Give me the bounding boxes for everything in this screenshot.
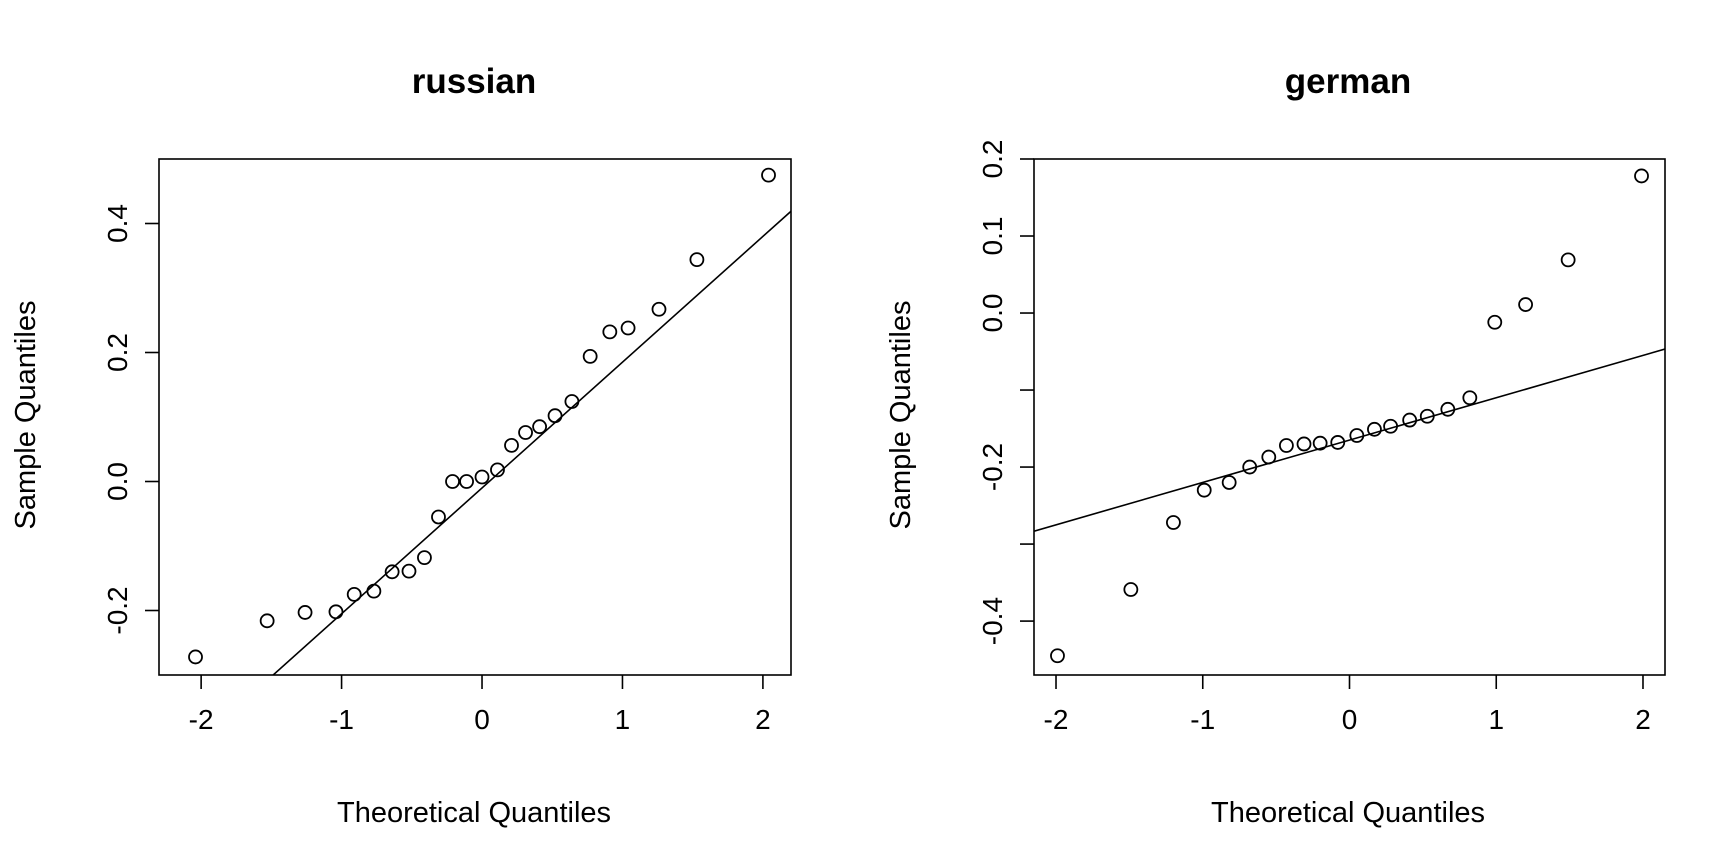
data-point (1261, 449, 1277, 465)
data-point (1312, 435, 1328, 451)
data-point (1440, 401, 1456, 417)
data-point (417, 550, 432, 566)
y-tick-label: -0.4 (977, 597, 1008, 645)
data-point (1123, 582, 1139, 597)
data-point (651, 301, 667, 317)
y-tick-label: 0.0 (977, 294, 1008, 333)
data-point (761, 167, 776, 183)
x-tick-label: -1 (329, 704, 354, 735)
data-point (445, 474, 460, 489)
y-tick-label: -0.2 (977, 443, 1008, 491)
data-point (1419, 408, 1435, 424)
qq-reference-line (1034, 348, 1665, 532)
x-tick-label: 0 (474, 704, 490, 735)
data-point (1349, 428, 1365, 443)
data-point (620, 320, 636, 336)
data-point (474, 469, 490, 485)
data-point (297, 605, 313, 620)
data-point (259, 613, 275, 629)
plot-frame (1033, 158, 1666, 676)
data-point (1560, 252, 1576, 268)
data-point (1166, 515, 1181, 530)
data-point (1518, 297, 1533, 312)
x-tick-label: -1 (1190, 704, 1215, 735)
data-point (366, 583, 382, 599)
qq-reference-line (271, 210, 791, 675)
data-point (547, 408, 563, 424)
data-point (1242, 459, 1258, 475)
x-tick-label: 2 (1635, 704, 1651, 735)
data-point (346, 586, 362, 602)
y-tick-label: 0.4 (102, 204, 133, 243)
data-point (1383, 418, 1398, 434)
data-point (1196, 482, 1212, 498)
x-tick-label: 1 (615, 704, 631, 735)
chart-title: russian (412, 62, 537, 101)
data-point (1462, 390, 1478, 406)
data-point (384, 564, 400, 580)
y-tick-label: 0.2 (977, 140, 1008, 179)
data-point (401, 563, 417, 579)
data-point (1634, 168, 1649, 184)
y-tick-label: -0.2 (102, 586, 133, 634)
data-point (1330, 435, 1346, 450)
data-point (1279, 438, 1294, 453)
y-axis-label: Sample Quantiles (10, 301, 42, 530)
y-tick-label: 0.0 (102, 462, 133, 501)
data-point (328, 604, 344, 620)
y-tick-label: 0.2 (102, 333, 133, 372)
russian-qq-panel: russian Theoretical Quantiles Sample Qua… (10, 62, 792, 829)
y-tick-label: 0.1 (977, 217, 1008, 256)
data-point (602, 324, 618, 340)
x-tick-label: 0 (1342, 704, 1358, 735)
x-tick-label: -2 (1044, 704, 1069, 735)
data-point (1050, 648, 1065, 664)
data-point (1367, 421, 1382, 437)
data-point (1402, 412, 1418, 428)
data-point (504, 437, 519, 453)
chart-title: german (1285, 62, 1411, 101)
x-tick-label: 2 (755, 704, 771, 735)
x-axis-label: Theoretical Quantiles (1211, 797, 1485, 829)
data-point (582, 348, 598, 364)
data-point (689, 252, 705, 268)
data-point (431, 509, 446, 525)
data-point (564, 394, 580, 409)
plot-frame (158, 158, 792, 676)
x-axis-label: Theoretical Quantiles (337, 797, 611, 829)
data-point (490, 462, 505, 478)
data-point (1221, 475, 1237, 490)
y-axis-label: Sample Quantiles (885, 301, 917, 530)
data-point (1296, 436, 1312, 452)
data-point (188, 649, 203, 665)
german-qq-panel: german Theoretical Quantiles Sample Quan… (885, 62, 1666, 829)
data-point (459, 474, 474, 489)
x-tick-label: -2 (189, 704, 214, 735)
data-point (1487, 314, 1503, 330)
x-tick-label: 1 (1488, 704, 1504, 735)
data-point (532, 419, 548, 435)
data-point (518, 425, 533, 440)
